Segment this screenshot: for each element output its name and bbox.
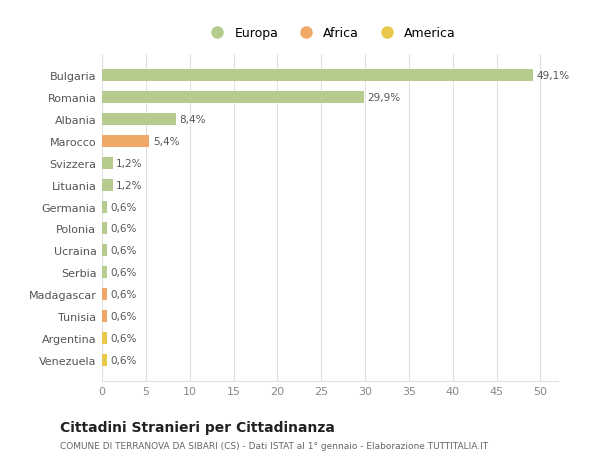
Bar xyxy=(102,114,176,126)
Bar xyxy=(102,223,107,235)
Text: 0,6%: 0,6% xyxy=(111,246,137,256)
Text: 29,9%: 29,9% xyxy=(368,93,401,103)
Bar xyxy=(102,70,533,82)
Text: Cittadini Stranieri per Cittadinanza: Cittadini Stranieri per Cittadinanza xyxy=(60,420,335,434)
Text: 0,6%: 0,6% xyxy=(111,224,137,234)
Bar xyxy=(102,135,149,147)
Text: COMUNE DI TERRANOVA DA SIBARI (CS) - Dati ISTAT al 1° gennaio - Elaborazione TUT: COMUNE DI TERRANOVA DA SIBARI (CS) - Dat… xyxy=(60,441,488,450)
Legend: Europa, Africa, America: Europa, Africa, America xyxy=(199,22,461,45)
Text: 0,6%: 0,6% xyxy=(111,333,137,343)
Text: 0,6%: 0,6% xyxy=(111,355,137,365)
Text: 0,6%: 0,6% xyxy=(111,290,137,300)
Text: 5,4%: 5,4% xyxy=(153,136,179,146)
Text: 49,1%: 49,1% xyxy=(536,71,569,81)
Bar xyxy=(102,354,107,366)
Bar xyxy=(102,310,107,322)
Text: 1,2%: 1,2% xyxy=(116,180,143,190)
Bar xyxy=(102,157,113,169)
Bar xyxy=(102,267,107,279)
Bar xyxy=(102,201,107,213)
Text: 8,4%: 8,4% xyxy=(179,115,206,125)
Text: 0,6%: 0,6% xyxy=(111,311,137,321)
Bar xyxy=(102,179,113,191)
Text: 0,6%: 0,6% xyxy=(111,202,137,212)
Bar xyxy=(102,332,107,344)
Bar xyxy=(102,245,107,257)
Text: 1,2%: 1,2% xyxy=(116,158,143,168)
Bar xyxy=(102,289,107,301)
Bar xyxy=(102,92,364,104)
Text: 0,6%: 0,6% xyxy=(111,268,137,278)
